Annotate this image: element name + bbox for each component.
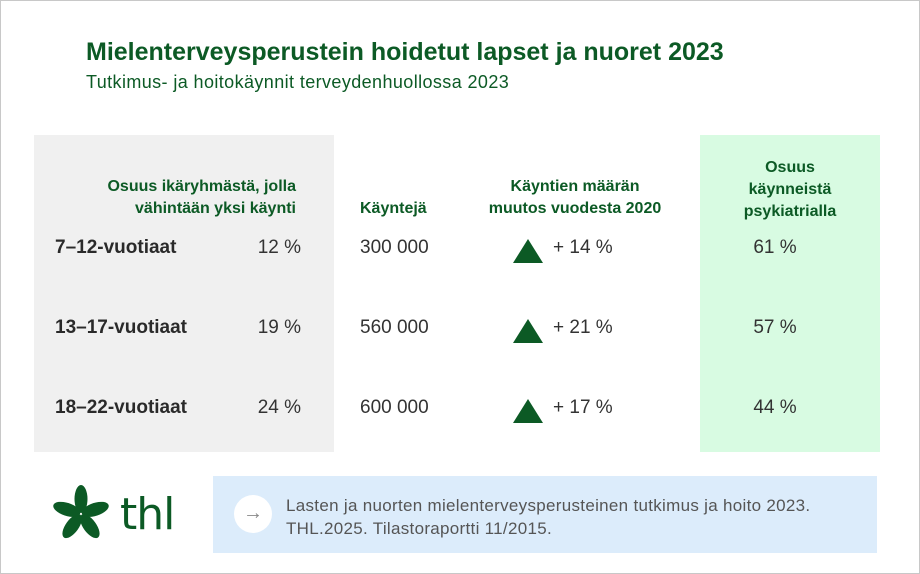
header-share: Osuus ikäryhmästä, jolla vähintään yksi k…	[107, 176, 296, 220]
header-psych: Osuus käynneistä psykiatrialla	[700, 157, 880, 223]
change-value: + 17 %	[553, 397, 613, 418]
header-line: psykiatrialla	[743, 203, 837, 220]
arrow-right-icon[interactable]: →	[234, 495, 272, 533]
green-panel	[700, 135, 880, 452]
age-label: 13–17-vuotiaat	[55, 317, 188, 338]
source-text: Lasten ja nuorten mielenterveysperustein…	[286, 496, 811, 538]
age-label: 18–22-vuotiaat	[55, 397, 188, 418]
share-value: 12 %	[257, 237, 301, 258]
psych-value: 57 %	[753, 317, 797, 338]
table-row: 13–17-vuotiaat 19 % 560 000 + 21 % 57 %	[0, 313, 920, 343]
logo-text: thl	[120, 488, 175, 540]
header-line: vähintään yksi käynti	[135, 200, 296, 217]
share-value: 24 %	[257, 397, 301, 418]
page-title: Mielenterveysperustein hoidetut lapset j…	[86, 38, 724, 66]
table-row: 7–12-vuotiaat 12 % 300 000 + 14 % 61 %	[0, 233, 920, 263]
header-visits: Käyntejä	[360, 200, 427, 217]
header-line: muutos vuodesta 2020	[488, 200, 662, 217]
change-value: + 21 %	[553, 317, 613, 338]
up-triangle-icon	[513, 399, 543, 423]
header-change: Käyntien määrän muutos vuodesta 2020	[470, 176, 680, 220]
age-label: 7–12-vuotiaat	[55, 237, 177, 258]
thl-logo: thl	[50, 484, 175, 544]
change-value: + 14 %	[553, 237, 613, 258]
visits-value: 560 000	[360, 317, 429, 338]
table-row: 18–22-vuotiaat 24 % 600 000 + 17 % 44 %	[0, 393, 920, 423]
page-subtitle: Tutkimus- ja hoitokäynnit terveydenhuoll…	[86, 72, 510, 92]
header-line: Osuus ikäryhmästä, jolla	[107, 178, 296, 195]
psych-value: 61 %	[753, 237, 797, 258]
header-line: Osuus	[765, 159, 815, 176]
header-line: Käyntien määrän	[510, 178, 640, 195]
gray-panel	[34, 135, 334, 452]
source-box[interactable]: → Lasten ja nuorten mielenterveysperuste…	[213, 476, 877, 553]
flower-icon	[53, 485, 109, 539]
visits-value: 600 000	[360, 397, 429, 418]
header-line: käynneistä	[748, 181, 832, 198]
up-triangle-icon	[513, 239, 543, 263]
up-triangle-icon	[513, 319, 543, 343]
psych-value: 44 %	[753, 397, 797, 418]
share-value: 19 %	[257, 317, 301, 338]
visits-value: 300 000	[360, 237, 429, 258]
